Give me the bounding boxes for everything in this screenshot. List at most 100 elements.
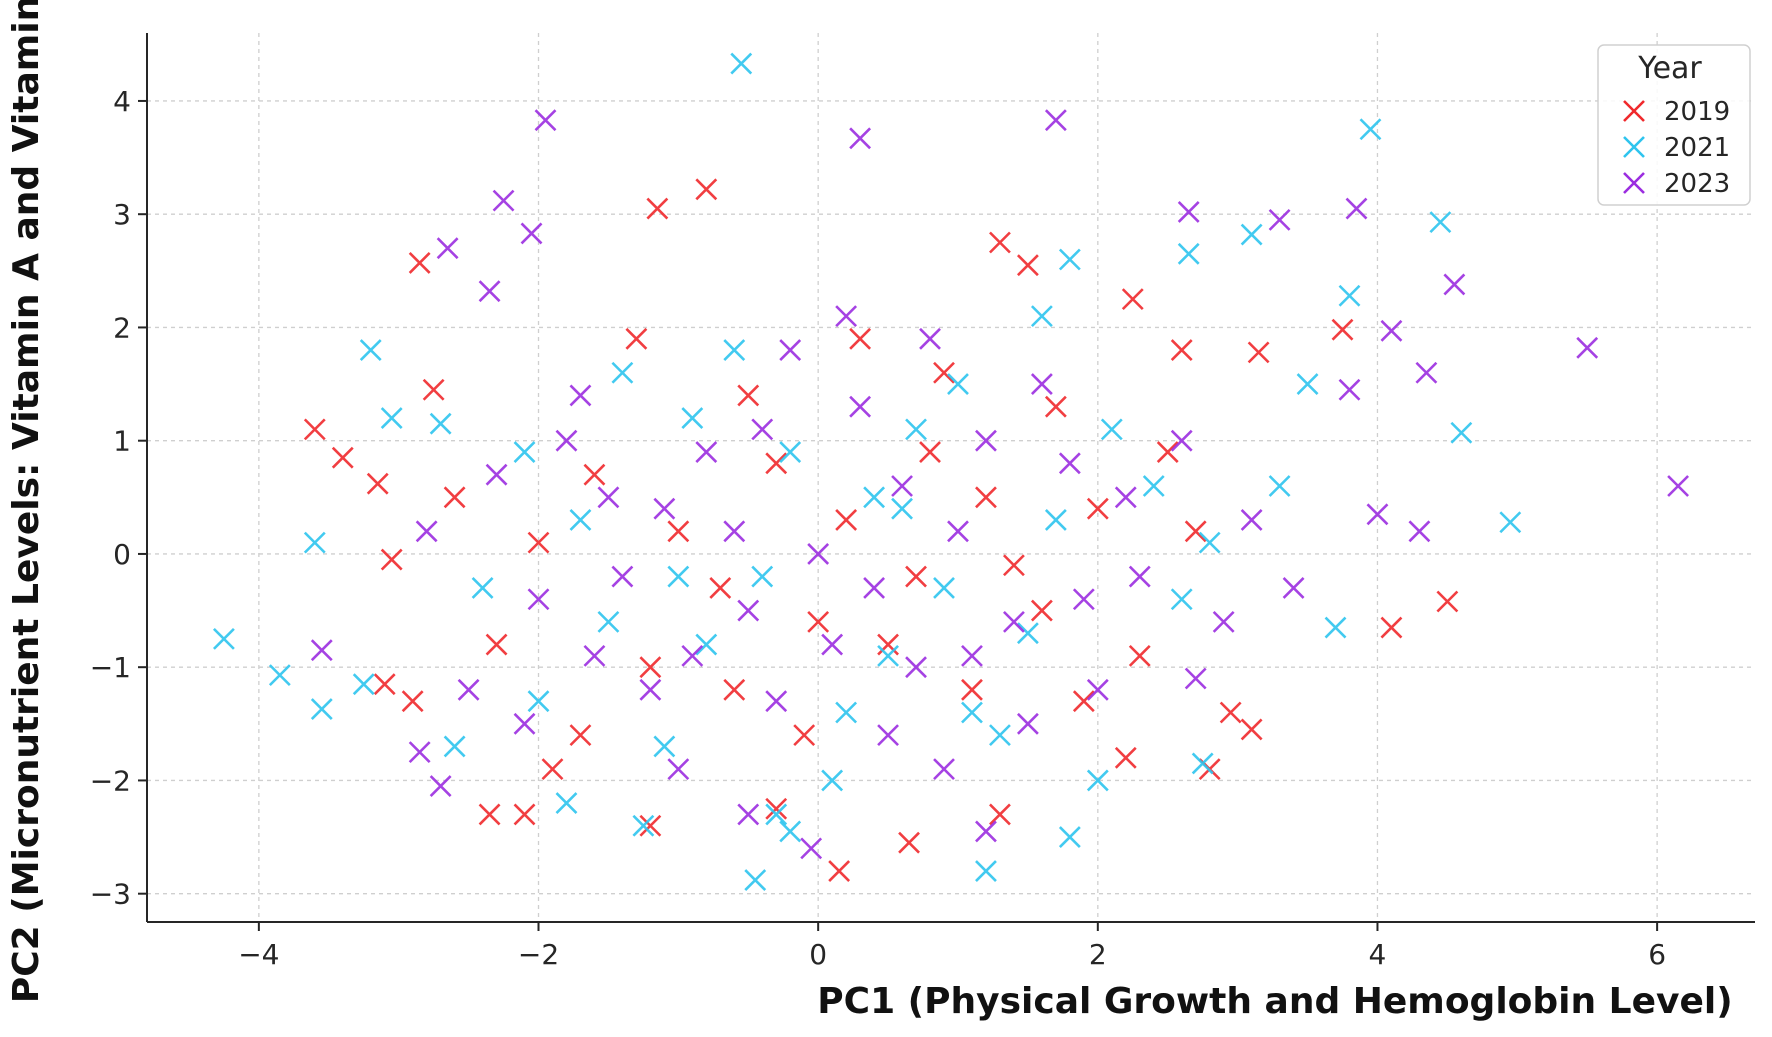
- scatter-point: [667, 758, 690, 781]
- scatter-point: [303, 531, 326, 554]
- scatter-point: [961, 701, 983, 724]
- x-axis-title: PC1 (Physical Growth and Hemoglobin Leve…: [817, 981, 1732, 1022]
- scatter-point: [310, 698, 333, 721]
- y-tick-label: 1: [113, 425, 131, 458]
- scatter-point: [583, 463, 606, 486]
- legend-frame: [1597, 44, 1751, 206]
- series-2019: [303, 178, 1459, 882]
- scatter-point: [1436, 590, 1459, 613]
- scatter-point: [331, 446, 354, 469]
- scatter-point: [737, 803, 760, 826]
- scatter-point: [1667, 475, 1690, 497]
- scatter-point: [1177, 201, 1200, 223]
- scatter-point: [1170, 339, 1193, 362]
- scatter-point: [975, 429, 997, 452]
- legend-label-2019: 2019: [1664, 97, 1730, 127]
- y-tick-label: −3: [90, 878, 131, 911]
- scatter-point: [849, 327, 872, 350]
- scatter-point: [408, 741, 431, 764]
- scatter-point: [492, 189, 515, 212]
- scatter-point: [478, 803, 501, 826]
- scatter-point: [527, 588, 550, 611]
- scatter-point: [478, 280, 501, 303]
- scatter-point: [723, 520, 746, 543]
- scatter-point: [905, 418, 927, 441]
- scatter-point: [1170, 588, 1193, 611]
- scatter-point: [765, 690, 788, 713]
- scatter-point: [597, 486, 620, 509]
- scatter-point: [1345, 197, 1368, 220]
- scatter-point: [520, 222, 543, 245]
- scatter-point: [891, 475, 913, 497]
- scatter-point: [1450, 421, 1473, 444]
- scatter-point: [1128, 644, 1151, 667]
- scatter-point: [366, 472, 389, 495]
- scatter-point: [429, 775, 452, 798]
- scatter-point: [1240, 509, 1263, 531]
- scatter-point: [1338, 284, 1361, 307]
- scatter-point: [947, 520, 969, 543]
- scatter-point: [737, 599, 760, 622]
- scatter-point: [695, 178, 718, 201]
- scatter-point: [457, 678, 480, 701]
- scatter-point: [905, 565, 927, 588]
- scatter-point: [1086, 678, 1109, 701]
- scatter-point: [1219, 701, 1242, 724]
- scatter-point: [1170, 429, 1193, 452]
- scatter-point: [898, 831, 920, 854]
- scatter-point: [303, 418, 326, 441]
- scatter-point: [1359, 118, 1382, 141]
- scatter-point: [1443, 273, 1466, 296]
- scatter-point: [1184, 667, 1207, 690]
- scatter-point: [1191, 752, 1214, 775]
- scatter-point: [1429, 211, 1452, 234]
- scatter-point: [765, 452, 788, 475]
- scatter-point: [961, 678, 983, 701]
- scatter-point: [877, 724, 899, 747]
- scatter-point: [1380, 616, 1403, 639]
- scatter-point: [1016, 712, 1039, 735]
- scatter-point: [989, 803, 1011, 826]
- tick-labels: −4 −2 0 2 4 6 −3 −2 −1 0 1 2 3 4: [90, 85, 1666, 971]
- x-tick-label: 4: [1369, 938, 1387, 971]
- scatter-point: [667, 520, 690, 543]
- scatter-point: [723, 678, 746, 701]
- scatter-point: [1338, 378, 1361, 401]
- scatter-point: [975, 860, 997, 882]
- scatter-point: [1156, 441, 1179, 463]
- scatter-point: [380, 548, 403, 571]
- scatter-point: [513, 712, 536, 735]
- scatter-point: [639, 814, 662, 837]
- scatter-point: [1198, 531, 1221, 554]
- scatter-point: [555, 429, 578, 452]
- scatter-point: [1177, 242, 1200, 265]
- scatter-point: [1324, 616, 1347, 639]
- scatter-point: [471, 576, 494, 599]
- scatter-point: [1016, 254, 1039, 277]
- scatter-point: [352, 673, 375, 696]
- scatter-point: [359, 339, 382, 362]
- scatter-point: [828, 860, 851, 882]
- scatter-point: [415, 520, 438, 543]
- scatter-point: [1058, 248, 1081, 271]
- legend-title: Year: [1637, 51, 1702, 86]
- scatter-point: [1121, 288, 1144, 311]
- scatter-point: [401, 690, 424, 713]
- scatter-point: [1114, 746, 1137, 769]
- scatter-point: [821, 633, 844, 656]
- scatter-point: [639, 656, 662, 679]
- scatter-point: [751, 418, 774, 441]
- legend-marker-2023: [1623, 172, 1645, 194]
- scatter-point: [765, 797, 788, 820]
- scatter-point: [681, 407, 704, 429]
- scatter-point: [905, 656, 927, 679]
- scatter-point: [380, 407, 403, 429]
- scatter-point: [863, 486, 886, 509]
- scatter-point: [1016, 622, 1039, 645]
- scatter-point: [310, 639, 333, 662]
- scatter-point: [751, 565, 774, 588]
- scatter-point: [555, 792, 578, 815]
- scatter-point: [1003, 554, 1025, 577]
- scatter-point: [793, 724, 816, 747]
